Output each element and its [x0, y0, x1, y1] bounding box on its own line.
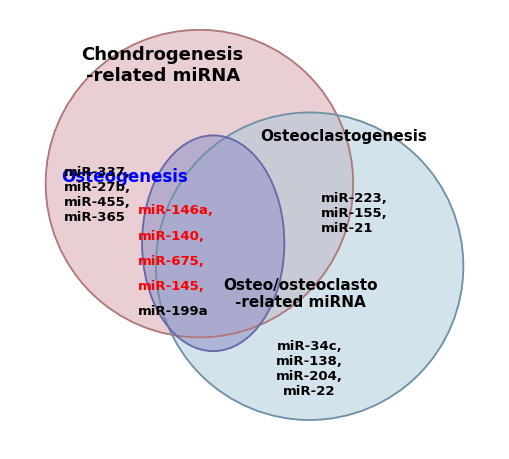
- Text: miR-146a,: miR-146a,: [137, 204, 213, 217]
- Text: Chondrogenesis
-related miRNA: Chondrogenesis -related miRNA: [81, 46, 244, 85]
- Text: miR-199a: miR-199a: [137, 305, 208, 318]
- Circle shape: [46, 30, 353, 337]
- Text: Osteoclastogenesis: Osteoclastogenesis: [261, 129, 428, 144]
- Text: miR-337,
miR-27b,
miR-455,
miR-365: miR-337, miR-27b, miR-455, miR-365: [64, 166, 131, 224]
- Text: Osteo/osteoclasto
-related miRNA: Osteo/osteoclasto -related miRNA: [223, 278, 378, 310]
- Text: miR-145,: miR-145,: [137, 280, 204, 293]
- Text: Osteogenesis: Osteogenesis: [61, 168, 188, 186]
- Text: miR-675,: miR-675,: [137, 255, 204, 268]
- Text: miR-140,: miR-140,: [137, 230, 205, 242]
- Ellipse shape: [142, 135, 285, 351]
- Text: miR-34c,
miR-138,
miR-204,
miR-22: miR-34c, miR-138, miR-204, miR-22: [276, 341, 343, 398]
- Circle shape: [156, 112, 463, 420]
- Text: miR-223,
miR-155,
miR-21: miR-223, miR-155, miR-21: [321, 192, 388, 235]
